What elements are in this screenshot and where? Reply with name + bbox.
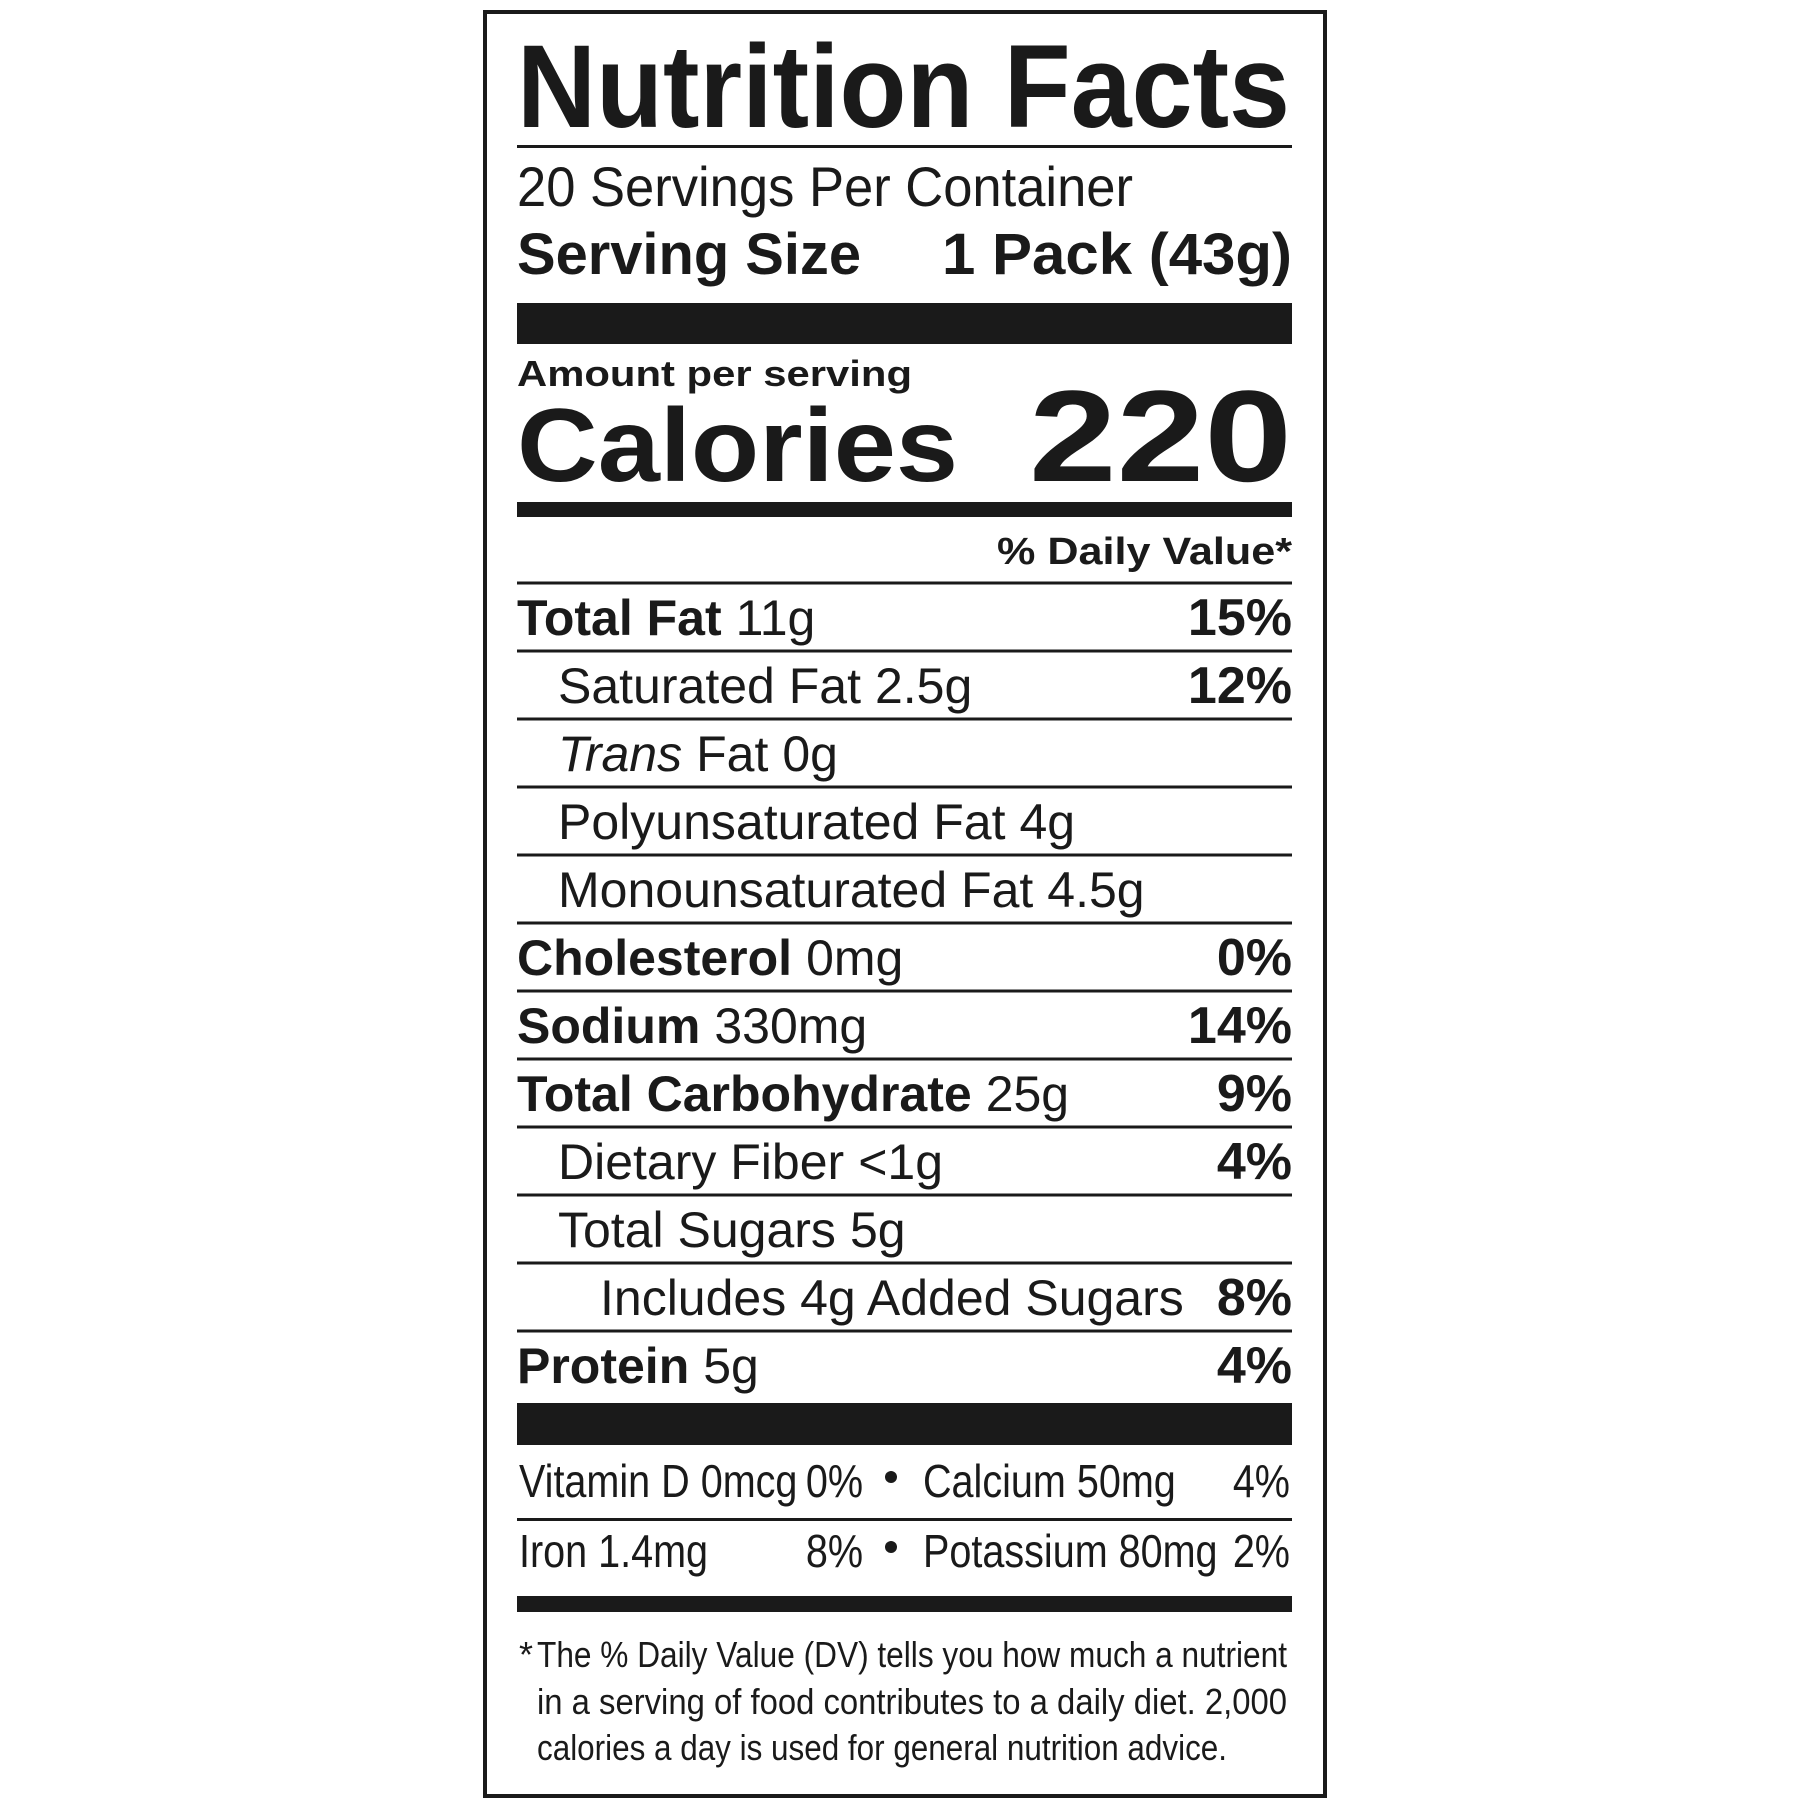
nutrient-name: Fat	[696, 726, 768, 782]
title: Nutrition Facts	[517, 21, 1290, 153]
nutrient-text: Total Carbohydrate 25g	[517, 1066, 1069, 1122]
footnote-line: calories a day is used for general nutri…	[537, 1727, 1227, 1768]
medium-bar	[517, 1596, 1292, 1612]
micronutrient-dv: 0%	[806, 1456, 863, 1507]
nutrient-name: Total Fat	[517, 590, 722, 646]
nutrient-dv: 0%	[1217, 929, 1292, 987]
nutrient-amount: 0g	[782, 726, 838, 782]
nutrient-dv: 9%	[1217, 1065, 1292, 1123]
nutrient-name: Sodium	[517, 998, 700, 1054]
nutrient-text: Protein 5g	[517, 1338, 759, 1394]
nutrient-name: Includes 4g Added Sugars	[600, 1270, 1184, 1326]
micronutrient-dv: 8%	[806, 1526, 863, 1577]
nutrient-dv: 12%	[1188, 657, 1292, 715]
nutrient-text: Saturated Fat 2.5g	[558, 658, 972, 714]
nutrient-name: Monounsaturated Fat	[558, 862, 1033, 918]
medium-bar	[517, 502, 1292, 517]
nutrient-amount: 4.5g	[1047, 862, 1144, 918]
nutrient-text: Total Fat 11g	[517, 590, 815, 646]
calories-label: Calories	[517, 388, 958, 504]
nutrient-dv: 4%	[1217, 1133, 1292, 1191]
row-rule	[517, 989, 1292, 993]
row-rule	[517, 1057, 1292, 1061]
nutrient-text: Trans Fat 0g	[558, 726, 838, 782]
nutrient-rows: Total Fat 11g 15% Saturated Fat 2.5g 12% Trans…	[517, 581, 1292, 1395]
thick-bar	[517, 303, 1292, 344]
row-rule	[517, 1261, 1292, 1265]
nutrient-amount: <1g	[858, 1134, 943, 1190]
daily-value-header: % Daily Value*	[997, 531, 1292, 573]
micronutrient-name: Calcium 50mg	[923, 1456, 1176, 1507]
nutrient-text: Cholesterol 0mg	[517, 930, 903, 986]
nutrient-dv: 15%	[1188, 589, 1292, 647]
nutrient-name: Total Sugars	[558, 1202, 836, 1258]
bullet	[885, 1471, 897, 1483]
micronutrient-name: Vitamin D 0mcg	[519, 1456, 797, 1507]
nutrient-amount: 4g	[1020, 794, 1076, 850]
footnote-line: The % Daily Value (DV) tells you how muc…	[537, 1634, 1287, 1675]
bullet	[885, 1541, 897, 1553]
nutrient-name: Polyunsaturated Fat	[558, 794, 1006, 850]
micronutrient-dv: 2%	[1233, 1526, 1290, 1577]
nutrient-name: Cholesterol	[517, 930, 792, 986]
row-rule	[517, 921, 1292, 925]
rule	[517, 1518, 1292, 1521]
serving-size-value: 1 Pack (43g)	[942, 222, 1292, 287]
micronutrients: Vitamin D 0mcg 0% Calcium 50mg 4% Iron 1.4mg…	[519, 1456, 1290, 1577]
nutrient-name-italic: Trans	[558, 726, 682, 782]
rule	[517, 145, 1292, 148]
nutrient-amount: 25g	[986, 1066, 1069, 1122]
nutrient-amount: 2.5g	[875, 658, 972, 714]
nutrient-text: Dietary Fiber <1g	[558, 1134, 943, 1190]
nutrient-name: Protein	[517, 1338, 689, 1394]
calories-value: 220	[1029, 363, 1292, 509]
row-rule	[517, 785, 1292, 789]
nutrient-text: Includes 4g Added Sugars	[600, 1270, 1184, 1326]
nutrient-dv: 8%	[1217, 1269, 1292, 1327]
nutrient-dv: 14%	[1188, 997, 1292, 1055]
nutrient-name: Dietary Fiber	[558, 1134, 844, 1190]
footnote-asterisk: *	[519, 1634, 533, 1675]
row-rule	[517, 1125, 1292, 1129]
row-rule	[517, 649, 1292, 653]
servings-per-container: 20 Servings Per Container	[517, 155, 1133, 218]
nutrient-amount: 5g	[703, 1338, 759, 1394]
row-rule	[517, 581, 1292, 585]
nutrient-text: Total Sugars 5g	[558, 1202, 906, 1258]
row-rule	[517, 1329, 1292, 1333]
nutrient-name: Saturated Fat	[558, 658, 861, 714]
row-rule	[517, 1193, 1292, 1197]
micronutrient-dv: 4%	[1233, 1456, 1290, 1507]
serving-size-label: Serving Size	[517, 222, 861, 287]
nutrient-name: Total Carbohydrate	[517, 1066, 972, 1122]
amount-per-serving: Amount per serving	[517, 353, 912, 394]
row-rule	[517, 717, 1292, 721]
footnote: The % Daily Value (DV) tells you how muc…	[537, 1634, 1287, 1768]
nutrient-text: Monounsaturated Fat 4.5g	[558, 862, 1145, 918]
micronutrient-name: Iron 1.4mg	[519, 1526, 708, 1577]
thick-bar	[517, 1403, 1292, 1445]
nutrient-text: Sodium 330mg	[517, 998, 867, 1054]
nutrient-amount: 330mg	[714, 998, 867, 1054]
row-rule	[517, 853, 1292, 857]
footnote-line: in a serving of food contributes to a da…	[537, 1681, 1287, 1722]
nutrient-amount: 5g	[850, 1202, 906, 1258]
nutrient-amount: 0mg	[806, 930, 903, 986]
nutrient-text: Polyunsaturated Fat 4g	[558, 794, 1075, 850]
micronutrient-name: Potassium 80mg	[923, 1526, 1218, 1577]
nutrient-dv: 4%	[1217, 1337, 1292, 1395]
nutrient-amount: 11g	[736, 590, 816, 646]
